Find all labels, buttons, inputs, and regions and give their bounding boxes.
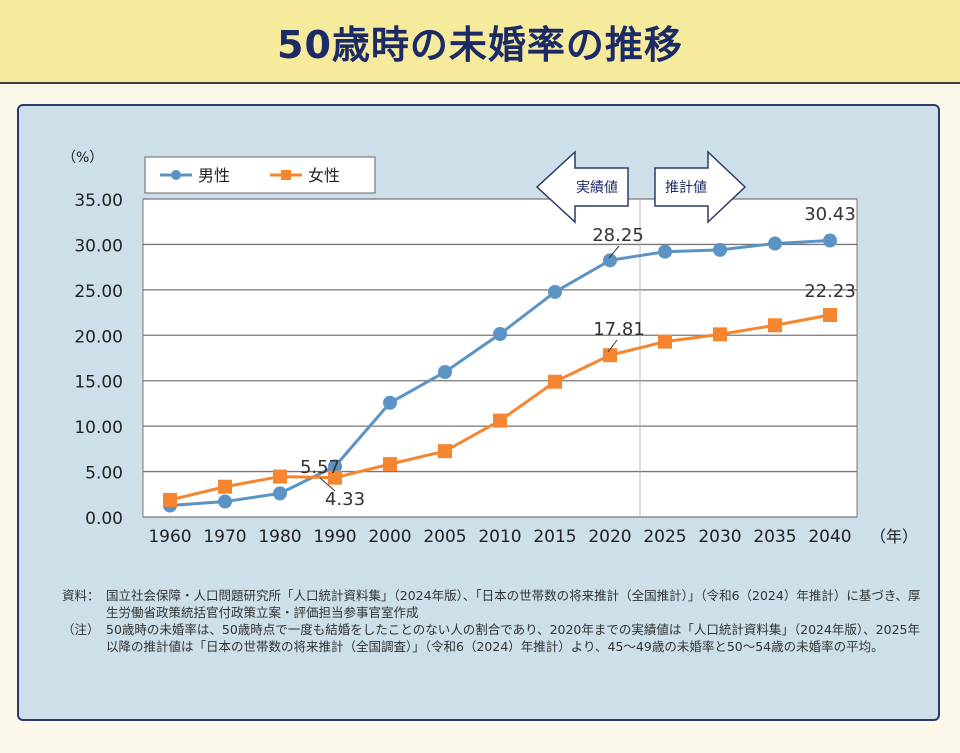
note-label: （注） (62, 622, 100, 637)
page-title: 50歳時の未婚率の推移 (277, 22, 683, 67)
y-tick-label: 15.00 (74, 373, 123, 393)
x-tick-label: 2020 (588, 527, 631, 547)
x-tick-label: 2040 (808, 527, 851, 547)
x-tick-label: 1960 (148, 527, 191, 547)
arrow-right-label: 推計値 (665, 180, 707, 196)
x-tick-label: 2030 (698, 527, 741, 547)
arrow-right (654, 150, 747, 224)
x-tick-label: 2005 (423, 527, 466, 547)
x-tick-label: 1980 (258, 527, 301, 547)
data-point (273, 469, 287, 484)
y-tick-label: 25.00 (74, 282, 123, 302)
data-point (273, 486, 287, 501)
data-point (218, 479, 232, 494)
data-point (328, 470, 342, 485)
data-point (768, 318, 782, 333)
y-tick-label: 30.00 (74, 236, 123, 256)
notes: 資料： 国立社会保障・人口問題研究所「人口統計資料集」（2024年版）、「日本の世… (62, 587, 922, 655)
y-tick-label: 20.00 (74, 327, 123, 347)
data-point (438, 364, 452, 379)
data-point (218, 494, 232, 509)
x-tick-label: 2035 (753, 527, 796, 547)
data-point (383, 457, 397, 472)
y-tick-label: 0.00 (85, 509, 123, 529)
data-point (328, 459, 342, 474)
legend-label: 男性 (198, 166, 230, 185)
arrow-left-label: 実績値 (576, 180, 618, 196)
data-label: 28.25 (592, 225, 644, 246)
legend-marker (281, 170, 291, 180)
y-tick-label: 10.00 (74, 418, 123, 438)
data-point (713, 242, 727, 257)
note-text: 50歳時の未婚率は、50歳時点で一度も結婚をしたことのない人の割合であり、202… (106, 622, 920, 654)
source-label: 資料： (62, 588, 100, 603)
data-point (603, 348, 617, 363)
title-banner: 50歳時の未婚率の推移 (0, 0, 960, 84)
x-axis-label: （年） (870, 527, 918, 546)
plot-area (142, 198, 858, 518)
data-label: 30.43 (804, 204, 856, 225)
y-axis-label: （%） (62, 150, 103, 166)
data-point (548, 374, 562, 389)
y-tick-label: 5.00 (85, 464, 123, 484)
data-point (493, 327, 507, 342)
leader-line (319, 477, 336, 492)
data-point (603, 253, 617, 268)
data-label: 4.33 (325, 489, 365, 510)
source-text: 国立社会保障・人口問題研究所「人口統計資料集」（2024年版）、「日本の世帯数の… (106, 588, 921, 620)
data-point (548, 284, 562, 299)
x-tick-label: 2010 (478, 527, 521, 547)
data-point (658, 244, 672, 259)
leader-line (607, 339, 618, 353)
data-point (383, 395, 397, 410)
data-point (438, 444, 452, 459)
x-tick-label: 2025 (643, 527, 686, 547)
leader-line (608, 245, 620, 259)
data-point (713, 327, 727, 342)
data-point (823, 233, 837, 248)
arrow-left (535, 150, 629, 224)
legend-label: 女性 (308, 166, 340, 185)
data-point (823, 308, 837, 323)
legend-marker (171, 170, 181, 180)
data-label: 22.23 (804, 281, 856, 302)
data-point (493, 413, 507, 428)
x-tick-label: 1990 (313, 527, 356, 547)
data-point (163, 492, 177, 507)
data-label: 17.81 (593, 319, 645, 340)
data-label: 5.57 (300, 457, 340, 478)
x-tick-label: 1970 (203, 527, 246, 547)
x-tick-label: 2000 (368, 527, 411, 547)
data-point (768, 236, 782, 251)
y-tick-label: 35.00 (74, 191, 123, 211)
data-point (658, 334, 672, 349)
x-tick-label: 2015 (533, 527, 576, 547)
